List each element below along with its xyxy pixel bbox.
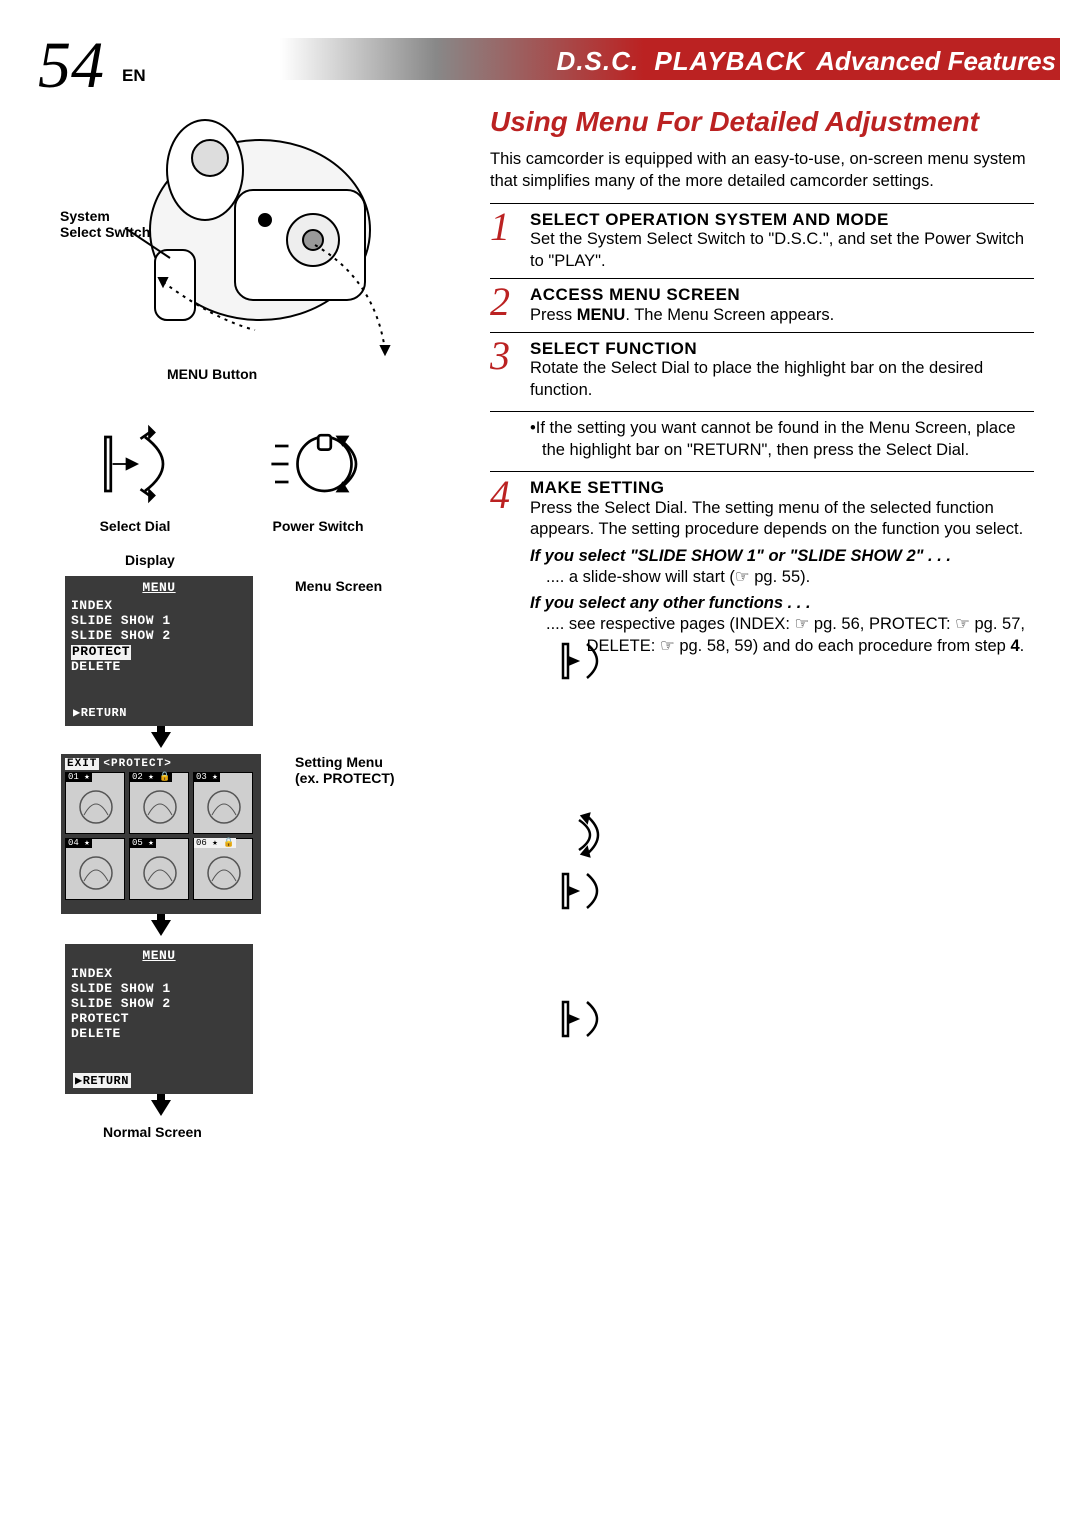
menu1-item: SLIDE SHOW 1 [71,614,247,629]
protect-cell: 03 ★ [193,772,253,834]
menu1-return: ▶RETURN [73,705,127,720]
label-select-dial: Select Dial [80,518,190,534]
separator [490,278,1034,279]
label-power-switch: Power Switch [258,518,378,534]
separator [490,411,1034,412]
down-arrow-icon [151,920,171,936]
step-number: 4 [490,478,524,540]
left-column: System Select Switch MENU Button [55,100,425,1140]
cond1-text: .... a slide-show will start (☞ pg. 55). [546,566,1034,588]
menu1-item: INDEX [71,599,247,614]
protect-grid: 01 ★02 ★ 🔒03 ★ 04 ★05 ★06 ★ 🔒 [65,772,257,900]
protect-cell: 02 ★ 🔒 [129,772,189,834]
label-menu-button: MENU Button [167,366,257,382]
menu1-item-highlighted: PROTECT [71,645,131,660]
step-1: 1 SELECT OPERATION SYSTEM AND MODE Set t… [490,210,1034,272]
protect-cell: 05 ★ [129,838,189,900]
header-dsc: D.S.C. [557,46,640,76]
select-dial-icon [85,414,205,514]
dial-rotate-icon [559,810,609,860]
step-text: Rotate the Select Dial to place the high… [530,358,1034,401]
step-heading: SELECT OPERATION SYSTEM AND MODE [530,210,1034,230]
step-number: 1 [490,210,524,272]
label-system-select: System Select Switch [60,208,160,240]
menu2-return-highlighted: ▶RETURN [73,1073,131,1088]
dial-push-icon [559,994,609,1044]
header-title: D.S.C. PLAYBACK Advanced Features [557,46,1056,77]
header-playback: PLAYBACK [654,46,805,76]
step-4: 4 MAKE SETTING Press the Select Dial. Th… [490,478,1034,540]
step-heading: SELECT FUNCTION [530,339,1034,359]
power-switch-icon [251,414,371,514]
protect-exit: EXIT [65,758,99,770]
protect-title: <PROTECT> [103,758,171,770]
protect-cell: 06 ★ 🔒 [193,838,253,900]
menu2-item: SLIDE SHOW 2 [71,997,247,1012]
menu1-title: MENU [71,580,247,595]
dial-push-icon [559,866,609,916]
label-menu-screen: Menu Screen [295,578,382,594]
header-advanced: Advanced Features [816,46,1056,76]
section-title: Using Menu For Detailed Adjustment [490,106,1034,138]
separator [490,203,1034,204]
menu2-item: INDEX [71,967,247,982]
step-3-note: •If the setting you want cannot be found… [530,418,1034,461]
protect-cell: 01 ★ [65,772,125,834]
menu2-item: SLIDE SHOW 1 [71,982,247,997]
camcorder-illustration: System Select Switch MENU Button [85,100,405,390]
step-text: Press the Select Dial. The setting menu … [530,498,1034,541]
page-number: 54 [38,28,104,104]
step-2: 2 ACCESS MENU SCREEN Press MENU. The Men… [490,285,1034,326]
step-number: 2 [490,285,524,326]
separator [490,332,1034,333]
cond1-heading: If you select "SLIDE SHOW 1" or "SLIDE S… [530,547,1034,566]
menu-screen-2: MENU INDEX SLIDE SHOW 1 SLIDE SHOW 2 PRO… [65,944,253,1094]
step-text: Set the System Select Switch to "D.S.C."… [530,229,1034,272]
down-arrow-icon [151,732,171,748]
intro-text: This camcorder is equipped with an easy-… [490,148,1034,193]
step-3: 3 SELECT FUNCTION Rotate the Select Dial… [490,339,1034,401]
cond2-heading: If you select any other functions . . . [530,594,1034,613]
separator [490,471,1034,472]
protect-setting-menu: EXIT <PROTECT> 01 ★02 ★ 🔒03 ★ 04 ★05 ★06 … [61,754,261,914]
label-normal-screen: Normal Screen [103,1124,425,1140]
protect-cell: 04 ★ [65,838,125,900]
menu2-item: DELETE [71,1027,247,1042]
step-number: 3 [490,339,524,401]
label-display: Display [125,552,425,568]
menu2-title: MENU [71,948,247,963]
step-heading: ACCESS MENU SCREEN [530,285,1034,305]
lang-label: EN [122,66,146,86]
down-arrow-icon [151,1100,171,1116]
menu-screen-1: MENU INDEX SLIDE SHOW 1 SLIDE SHOW 2 PRO… [65,576,253,726]
step-heading: MAKE SETTING [530,478,1034,498]
right-column: Using Menu For Detailed Adjustment This … [490,106,1034,657]
menu1-item: SLIDE SHOW 2 [71,629,247,644]
step-text: Press MENU. The Menu Screen appears. [530,305,1034,326]
menu1-item: DELETE [71,660,247,675]
cond2-text: .... see respective pages (INDEX: ☞ pg. … [546,613,1034,658]
label-setting-menu: Setting Menu (ex. PROTECT) [295,754,395,786]
menu2-item: PROTECT [71,1012,247,1027]
